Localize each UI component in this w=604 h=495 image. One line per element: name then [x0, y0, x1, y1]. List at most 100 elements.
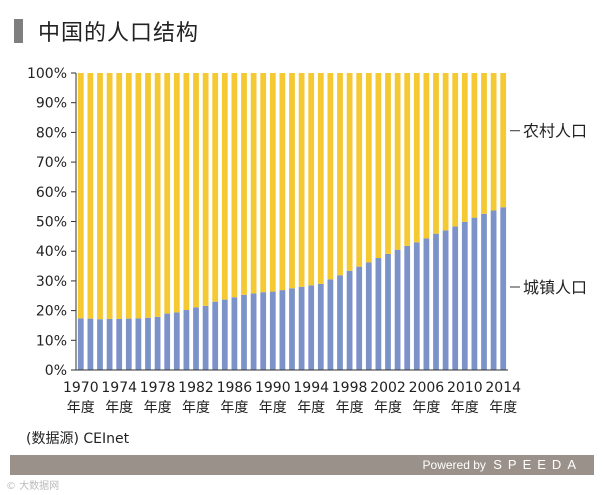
x-tick-label: 2006: [409, 380, 445, 396]
x-tick-label-suffix: 年度: [220, 400, 248, 416]
bar-rural: [250, 73, 257, 294]
bar-rural: [241, 73, 247, 295]
bar-urban: [461, 221, 468, 370]
y-tick-label: 20%: [36, 304, 67, 320]
bar-urban: [212, 301, 219, 370]
bar-rural: [452, 73, 459, 227]
bar-rural: [481, 73, 487, 214]
bar-rural: [231, 73, 238, 298]
bar-rural: [308, 73, 315, 286]
x-tick-label: 1974: [101, 380, 137, 396]
y-tick-label: 70%: [36, 155, 67, 171]
bar-urban: [97, 319, 103, 370]
bar-rural: [183, 73, 190, 311]
y-tick-label: 0%: [45, 363, 67, 379]
footer-credit: Powered by SPEEDA: [423, 457, 582, 472]
stacked-bar-chart: 0% 10% 20% 30% 40% 50% 60% 70% 80% 90% 100% 1970 年度 1…: [27, 66, 587, 416]
y-tick-label: 30%: [36, 274, 67, 290]
y-tick-label: 100%: [27, 66, 67, 82]
y-tick-label: 90%: [36, 96, 67, 112]
x-tick-label-suffix: 年度: [489, 400, 517, 416]
x-tick-label: 1986: [217, 380, 253, 396]
bar-urban: [375, 258, 382, 370]
bar-urban: [87, 318, 94, 370]
bar-urban: [125, 318, 132, 370]
bar-urban: [346, 270, 353, 370]
footer-powered-by: Powered by: [422, 458, 486, 472]
bar-urban: [404, 245, 411, 370]
x-tick-label: 1998: [332, 380, 368, 396]
bar-urban: [500, 207, 507, 370]
legend-rural: 农村人口: [523, 122, 587, 141]
bar-urban: [442, 230, 449, 370]
x-tick-label: 1994: [293, 380, 329, 396]
bar-rural: [145, 73, 151, 318]
y-tick-label: 80%: [36, 125, 67, 141]
data-source: (数据源) CEInet: [26, 431, 130, 447]
bar-rural: [356, 73, 363, 267]
bar-rural: [125, 73, 132, 319]
footer-bar: Powered by SPEEDA: [10, 455, 594, 475]
bar-rural: [269, 73, 276, 292]
bar-rural: [260, 73, 267, 293]
bar-rural: [394, 73, 401, 250]
bar-rural: [346, 73, 353, 271]
y-tick-label: 40%: [36, 244, 67, 260]
x-tick-label: 1990: [255, 380, 291, 396]
bar-rural: [442, 73, 449, 231]
bar-urban: [452, 226, 459, 370]
bar-rural: [327, 73, 334, 280]
bar-urban: [173, 312, 180, 370]
legend-urban: 城镇人口: [523, 278, 587, 297]
bar-rural: [221, 73, 228, 300]
bar-urban: [394, 249, 401, 370]
bar-urban: [423, 238, 430, 370]
bar-rural: [461, 73, 468, 222]
bar-rural: [154, 73, 161, 317]
bar-urban: [356, 266, 363, 370]
bar-urban: [490, 210, 497, 370]
bar-urban: [193, 307, 199, 370]
bar-rural: [97, 73, 103, 320]
bar-rural: [135, 73, 142, 319]
bar-urban: [202, 305, 209, 370]
bar-urban: [337, 275, 343, 370]
x-tick-label: 2014: [485, 380, 521, 396]
bar-urban: [116, 318, 123, 370]
bar-urban: [327, 279, 334, 370]
x-tick-label-suffix: 年度: [451, 400, 479, 416]
bar-rural: [193, 73, 199, 308]
bar-urban: [231, 297, 238, 370]
bar-rural: [298, 73, 305, 287]
y-tick-label: 60%: [36, 185, 67, 201]
x-tick-label-suffix: 年度: [67, 400, 95, 416]
bar-rural: [212, 73, 219, 302]
x-tick-label-suffix: 年度: [182, 400, 210, 416]
bar-urban: [385, 253, 391, 370]
bar-urban: [365, 262, 372, 370]
bar-rural: [471, 73, 478, 218]
bar-urban: [413, 242, 420, 370]
x-tick-label-suffix: 年度: [259, 400, 287, 416]
bar-rural: [490, 73, 497, 211]
x-tick-label: 2002: [370, 380, 406, 396]
bar-urban: [317, 283, 324, 370]
x-tick-label: 1982: [178, 380, 214, 396]
bar-urban: [308, 285, 315, 370]
x-tick-label-suffix: 年度: [144, 400, 172, 416]
bar-rural: [87, 73, 94, 319]
bar-urban: [77, 318, 84, 370]
bar-rural: [106, 73, 113, 319]
bar-rural: [289, 73, 295, 289]
bar-rural: [423, 73, 430, 239]
x-tick-label: 1970: [63, 380, 99, 396]
bar-rural: [404, 73, 411, 246]
x-tick-label-suffix: 年度: [412, 400, 440, 416]
bar-urban: [250, 293, 257, 370]
bar-urban: [298, 286, 305, 370]
title-marker: [14, 19, 23, 43]
x-tick-label: 2010: [447, 380, 483, 396]
x-tick-label-suffix: 年度: [336, 400, 364, 416]
bar-urban: [154, 316, 161, 370]
x-tick-label-suffix: 年度: [374, 400, 402, 416]
